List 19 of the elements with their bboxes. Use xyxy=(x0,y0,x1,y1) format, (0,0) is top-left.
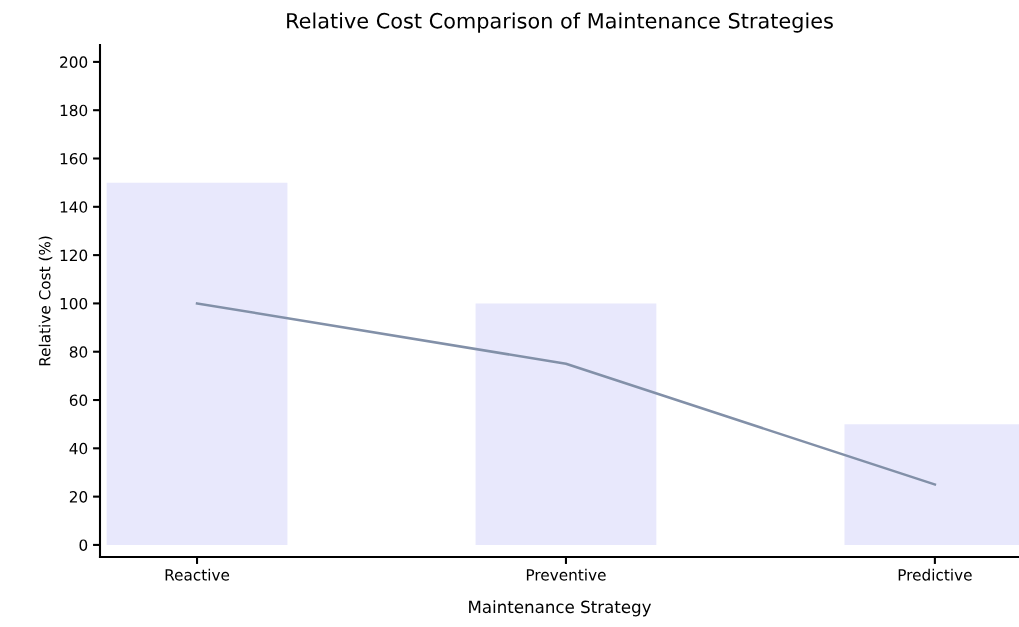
y-tick-label: 20 xyxy=(69,491,88,503)
y-tick-label: 60 xyxy=(69,394,88,407)
y-tick-label: 140 xyxy=(60,201,88,213)
chart-title: Relative Cost Comparison of Maintenance Strategies xyxy=(287,12,833,33)
y-tick-label: 180 xyxy=(60,104,88,117)
x-tick-label: Reactive xyxy=(165,568,230,581)
y-tick-label: 200 xyxy=(60,56,88,68)
y-tick-label: 100 xyxy=(60,297,88,310)
y-tick-label: 40 xyxy=(69,442,88,455)
x-tick-label: Predictive xyxy=(898,568,972,581)
bar xyxy=(106,182,288,545)
y-tick-label: 80 xyxy=(69,346,88,358)
y-tick-label: 0 xyxy=(79,539,88,551)
y-tick-label: 160 xyxy=(60,152,88,165)
x-axis-title: Maintenance Strategy xyxy=(469,600,652,617)
bar xyxy=(475,303,657,545)
y-tick-label: 120 xyxy=(60,249,88,262)
y-axis-title: Relative Cost (%) xyxy=(38,236,53,366)
x-tick-label: Preventive xyxy=(526,568,606,581)
